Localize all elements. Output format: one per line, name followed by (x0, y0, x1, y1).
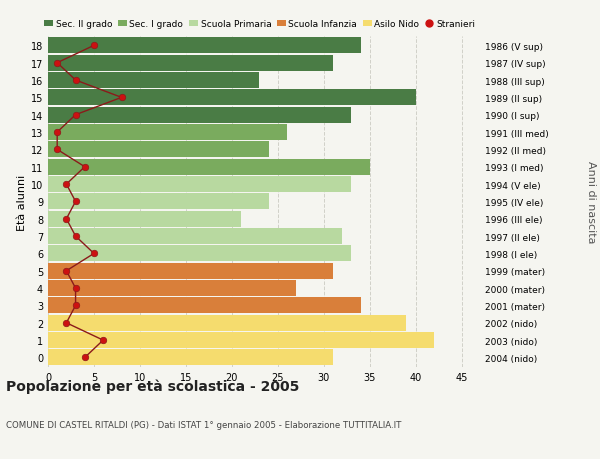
Text: Popolazione per età scolastica - 2005: Popolazione per età scolastica - 2005 (6, 379, 299, 393)
Bar (48, 229, 342, 245)
Point (80, 354, 89, 361)
Point (62, 268, 71, 275)
Point (71, 77, 80, 84)
Point (71, 233, 80, 240)
Point (80, 164, 89, 171)
Point (71, 198, 80, 206)
Bar (48, 159, 370, 175)
Bar (48, 142, 269, 158)
Bar (48, 211, 241, 227)
Point (62, 216, 71, 223)
Bar (48, 332, 434, 348)
Point (52, 129, 62, 136)
Bar (48, 315, 406, 331)
Text: COMUNE DI CASTEL RITALDI (PG) - Dati ISTAT 1° gennaio 2005 - Elaborazione TUTTIT: COMUNE DI CASTEL RITALDI (PG) - Dati IST… (6, 420, 401, 429)
Point (89, 250, 99, 257)
Legend: Sec. II grado, Sec. I grado, Scuola Primaria, Scuola Infanzia, Asilo Nido, Stran: Sec. II grado, Sec. I grado, Scuola Prim… (44, 20, 475, 29)
Point (71, 302, 80, 309)
Point (71, 285, 80, 292)
Point (62, 319, 71, 327)
Bar (48, 350, 333, 366)
Point (52, 60, 62, 67)
Bar (48, 194, 269, 210)
Bar (48, 280, 296, 297)
Bar (48, 125, 287, 141)
Point (71, 112, 80, 119)
Y-axis label: Età alunni: Età alunni (17, 174, 26, 230)
Bar (48, 263, 333, 279)
Bar (48, 73, 259, 89)
Bar (48, 56, 333, 72)
Text: Anni di nascita: Anni di nascita (586, 161, 596, 243)
Point (62, 181, 71, 188)
Bar (48, 246, 352, 262)
Point (52, 146, 62, 154)
Bar (48, 177, 352, 193)
Point (89, 43, 99, 50)
Bar (48, 298, 361, 314)
Point (98, 337, 108, 344)
Bar (48, 90, 416, 106)
Bar (48, 38, 361, 54)
Point (117, 95, 127, 102)
Bar (48, 107, 352, 123)
